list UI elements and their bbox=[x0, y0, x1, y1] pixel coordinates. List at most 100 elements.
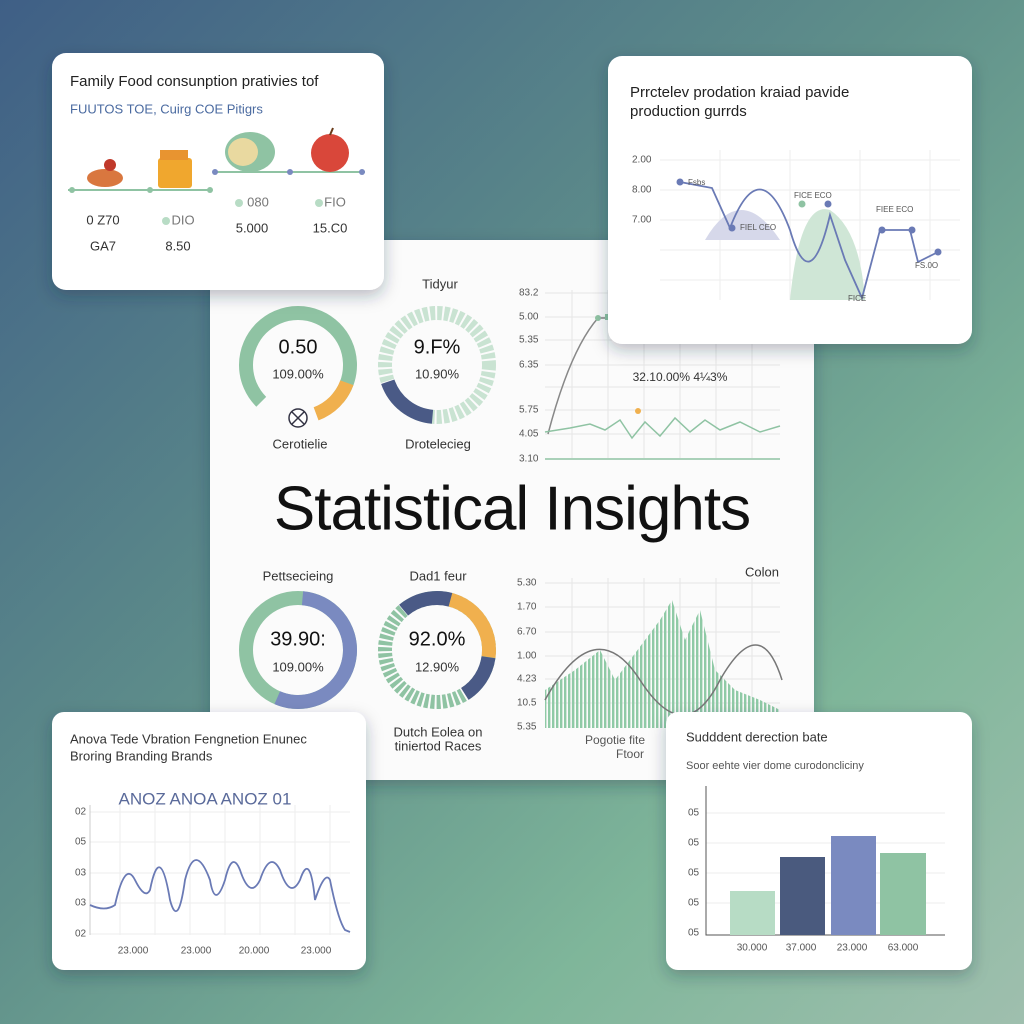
chart-title: ANOZ ANOA ANOZ 01 bbox=[119, 789, 292, 808]
main-title: Statistical Insights bbox=[274, 474, 750, 543]
item-label: DIO bbox=[171, 212, 194, 227]
gauge-label: Dad1 feur bbox=[409, 568, 467, 583]
axis-label: 5.35 bbox=[519, 335, 539, 346]
item-label: 0 Z70 bbox=[86, 212, 119, 227]
bullet bbox=[315, 199, 323, 207]
gauge-arc bbox=[239, 306, 357, 424]
dot bbox=[728, 224, 736, 232]
dot bbox=[676, 178, 684, 186]
item-value: GA7 bbox=[90, 238, 116, 253]
card-bg bbox=[52, 712, 366, 970]
bullet bbox=[162, 217, 170, 225]
axis-label: 83.2 bbox=[519, 288, 539, 299]
gauge: Dad1 feur 92.0% 12.90% Dutch Eolea on ti… bbox=[378, 568, 496, 753]
dot bbox=[635, 408, 641, 414]
axis-label: 6.70 bbox=[517, 627, 537, 638]
gauge: 9.F% 10.90% Drotelecieg bbox=[378, 306, 496, 451]
x-label: 20.000 bbox=[239, 946, 270, 957]
x-label: 23.000 bbox=[118, 946, 149, 957]
axis-label: 1.70 bbox=[517, 602, 537, 613]
gauge-arc bbox=[239, 306, 357, 424]
gauge-arc bbox=[378, 591, 496, 709]
gauge-label: Pettsecieing bbox=[263, 568, 334, 583]
area bbox=[790, 209, 865, 300]
detection-card: Sudddent derection bate Soor eehte vier … bbox=[666, 712, 972, 970]
x-label: 23.000 bbox=[837, 943, 868, 954]
card-title: Family Food consunption prativies tof bbox=[70, 73, 319, 90]
caption: Pogotie fite bbox=[585, 733, 645, 747]
axis-label: 03 bbox=[75, 898, 87, 909]
dot bbox=[934, 248, 942, 256]
axis-label: 05 bbox=[688, 838, 700, 849]
bar bbox=[730, 891, 775, 935]
dot bbox=[824, 200, 832, 208]
area bbox=[545, 600, 780, 728]
caption: Ftoor bbox=[616, 747, 644, 761]
dot bbox=[207, 187, 213, 193]
axis-label: 4.23 bbox=[517, 674, 537, 685]
x-label: 30.000 bbox=[737, 943, 768, 954]
line bbox=[544, 416, 781, 440]
dot bbox=[359, 169, 365, 175]
axis-label: 05 bbox=[688, 928, 700, 939]
icon bbox=[329, 127, 334, 136]
gauge-arc bbox=[378, 591, 496, 709]
dot bbox=[147, 187, 153, 193]
vibration-card: Anova Tede Vbration Fengnetion Enunec Br… bbox=[52, 712, 366, 970]
point-label: FIEL CEO bbox=[740, 223, 776, 232]
axis-label: 02 bbox=[75, 929, 87, 940]
item-label: 080 bbox=[247, 194, 269, 209]
x-label: 37.000 bbox=[786, 943, 817, 954]
bar bbox=[831, 836, 876, 935]
axis-label: 03 bbox=[75, 868, 87, 879]
x-label: 23.000 bbox=[181, 946, 212, 957]
gauge: 0.50 109.00% Cerotielie bbox=[239, 306, 357, 451]
line bbox=[89, 859, 351, 933]
card-title: Prrctelev prodation kraiad pavide bbox=[630, 84, 849, 101]
icon bbox=[104, 159, 116, 171]
dot bbox=[69, 187, 75, 193]
line bbox=[547, 317, 606, 435]
axis-label: 05 bbox=[75, 837, 87, 848]
axis-label: 4.05 bbox=[519, 429, 539, 440]
axis-label: 5.00 bbox=[519, 312, 539, 323]
gauge-percent: 10.90% bbox=[415, 366, 460, 381]
card-subtitle: FUUTOS TOE, Cuirg COE Pitigrs bbox=[70, 101, 263, 116]
icon bbox=[291, 411, 305, 425]
food-card: Family Food consunption prativies tof FU… bbox=[52, 53, 384, 290]
point-label: FIEE ECO bbox=[876, 205, 913, 214]
axis-label: 5.35 bbox=[517, 722, 537, 733]
gauge-percent: 109.00% bbox=[272, 366, 324, 381]
icon bbox=[311, 134, 349, 172]
axis-labels: 83.2 5.00 5.35 6.35 5.75 4.05 3.10 bbox=[519, 288, 539, 465]
axis-label: 6.35 bbox=[519, 360, 539, 371]
item-label: FIO bbox=[324, 194, 346, 209]
axis-label: 3.10 bbox=[519, 454, 539, 465]
food-icons bbox=[87, 127, 349, 188]
item-value: 8.50 bbox=[165, 238, 190, 253]
point-label: FICE bbox=[848, 294, 866, 303]
gauge: Pettsecieing 39.90: 109.00% bbox=[239, 568, 357, 709]
annotation: 32.10.00% 4¼3% bbox=[633, 370, 728, 384]
caption: Dutch Eolea on bbox=[394, 724, 483, 739]
label: Tidyur bbox=[422, 276, 458, 291]
card-subtitle: Soor eehte vier dome curodoncliciny bbox=[686, 760, 864, 772]
dot bbox=[595, 315, 601, 321]
dot bbox=[908, 226, 916, 234]
axis-label: 5.30 bbox=[517, 578, 537, 589]
gauge-arc bbox=[378, 306, 496, 424]
item-value: 5.000 bbox=[236, 220, 269, 235]
axis-label: 2.00 bbox=[632, 155, 652, 166]
gauge-label: Cerotielie bbox=[273, 436, 328, 451]
gauge-arc bbox=[378, 591, 496, 709]
point-label: Fsbs bbox=[688, 178, 705, 187]
gauge-percent: 109.00% bbox=[272, 659, 324, 674]
point-label: FS.0O bbox=[915, 261, 938, 270]
card-title: Anova Tede Vbration Fengnetion Enunec bbox=[70, 731, 307, 746]
gauge-value: 9.F% bbox=[414, 336, 461, 358]
bar bbox=[880, 853, 926, 935]
caption: tiniertod Races bbox=[395, 738, 482, 753]
card-title: production gurrds bbox=[630, 103, 747, 120]
area bbox=[705, 210, 780, 240]
